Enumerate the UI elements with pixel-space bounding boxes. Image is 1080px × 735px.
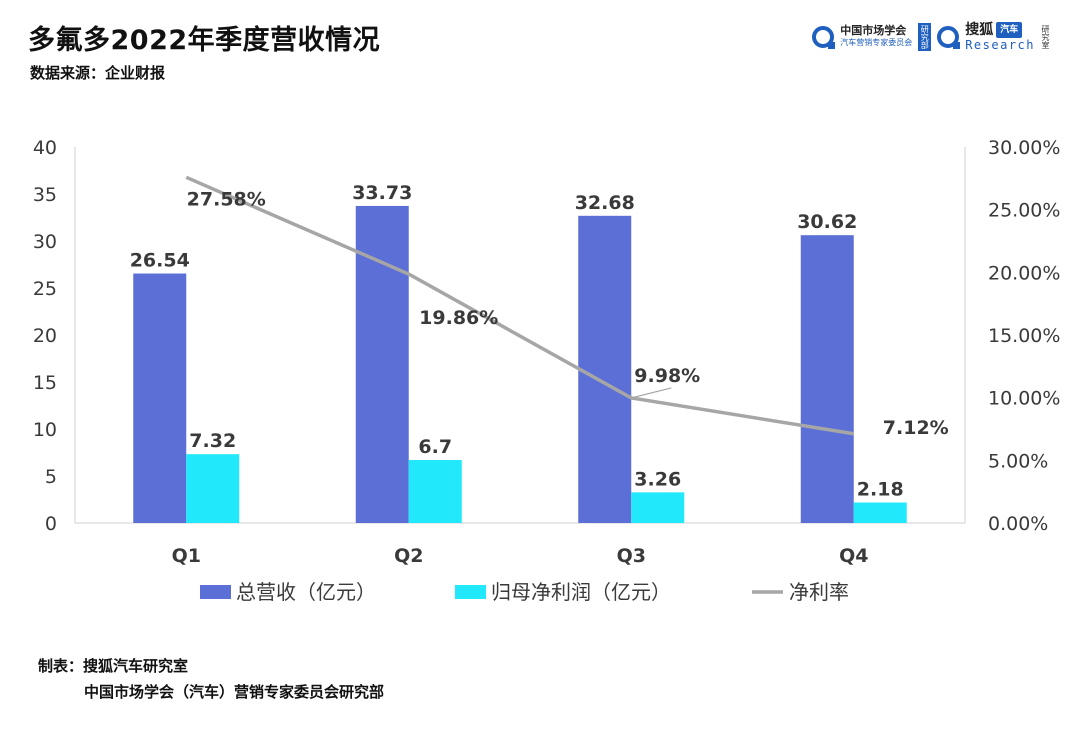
profit-bar (631, 492, 685, 523)
y-left-tick-label: 5 (45, 466, 57, 488)
x-tick-label: Q4 (839, 545, 868, 567)
y-right-tick-label: 15.00% (988, 325, 1060, 347)
net-margin-data-label: 7.12% (883, 417, 949, 439)
revenue-data-label: 33.73 (352, 182, 412, 204)
legend-revenue-swatch (200, 585, 231, 599)
y-left-tick-label: 0 (45, 513, 57, 535)
net-margin-data-label: 9.98% (634, 365, 700, 387)
revenue-bar (355, 205, 409, 524)
net-margin-data-label: 27.58% (187, 188, 266, 210)
logo-group: 中国市场学会 汽车营销专家委员会 研究部 搜狐 汽车 Research 研究室 (812, 22, 1050, 52)
research-dept-badge: 研究部 (918, 23, 932, 51)
y-right-tick-label: 10.00% (988, 388, 1060, 410)
net-margin-data-label: 19.86% (419, 307, 498, 329)
y-left-tick-label: 15 (33, 372, 57, 394)
y-right-tick-label: 5.00% (988, 450, 1048, 472)
x-tick-label: Q3 (617, 545, 646, 567)
footer-line-2: 中国市场学会（汽车）营销专家委员会研究部 (84, 683, 385, 701)
market-society-name: 中国市场学会 (840, 24, 907, 37)
profit-data-label: 3.26 (634, 468, 681, 490)
revenue-data-label: 26.54 (130, 250, 190, 272)
footer-line-1: 制表：搜狐汽车研究室 (38, 657, 189, 675)
revenue-data-label: 32.68 (575, 192, 635, 214)
net-margin-leader-line (631, 387, 672, 399)
market-society-logo-text: 中国市场学会 汽车营销专家委员会 (840, 25, 912, 49)
profit-bar (408, 460, 462, 523)
sohu-research-word: Research (965, 38, 1035, 52)
y-right-tick-label: 20.00% (988, 262, 1060, 284)
y-left-tick-label: 20 (33, 325, 57, 347)
legend-margin-label: 净利率 (789, 580, 849, 604)
y-left-tick-label: 10 (33, 419, 57, 441)
sohu-auto-pill: 汽车 (996, 22, 1023, 38)
data-source: 数据来源：企业财报 (30, 64, 166, 82)
y-left-tick-label: 25 (33, 278, 57, 300)
legend-revenue-label: 总营收（亿元） (236, 580, 376, 604)
y-right-tick-label: 25.00% (988, 200, 1060, 222)
x-tick-label: Q2 (394, 545, 423, 567)
sohu-logo-icon (937, 26, 961, 49)
x-tick-label: Q1 (172, 545, 201, 567)
y-left-tick-label: 35 (33, 184, 57, 206)
legend-profit-label: 归母净利润（亿元） (491, 580, 671, 604)
footer: 制表：搜狐汽车研究室 中国市场学会（汽车）营销专家委员会研究部 (38, 653, 384, 705)
profit-data-label: 2.18 (857, 479, 904, 501)
revenue-bar (800, 235, 854, 523)
y-left-tick-label: 30 (33, 231, 57, 253)
y-left-tick-label: 40 (33, 137, 57, 159)
y-right-tick-label: 0.00% (988, 513, 1048, 535)
sohu-logo-text: 搜狐 汽车 Research (965, 22, 1035, 52)
chart-title: 多氟多2022年季度营收情况 (28, 25, 381, 56)
revenue-bar (578, 215, 632, 524)
profit-data-label: 7.32 (189, 430, 236, 452)
profit-bar (853, 502, 907, 523)
sohu-name: 搜狐 (965, 22, 994, 38)
net-margin-line (185, 175, 855, 436)
sohu-lab-label: 研究室 (1041, 25, 1050, 49)
revenue-data-label: 30.62 (797, 211, 857, 233)
y-right-tick-label: 30.00% (988, 137, 1060, 159)
profit-data-label: 6.7 (418, 436, 452, 458)
legend-profit-swatch (455, 585, 486, 599)
revenue-bar (133, 273, 187, 523)
market-society-logo-icon (812, 26, 836, 49)
profit-bar (186, 454, 240, 523)
market-society-committee: 汽车营销专家委员会 (840, 38, 913, 47)
